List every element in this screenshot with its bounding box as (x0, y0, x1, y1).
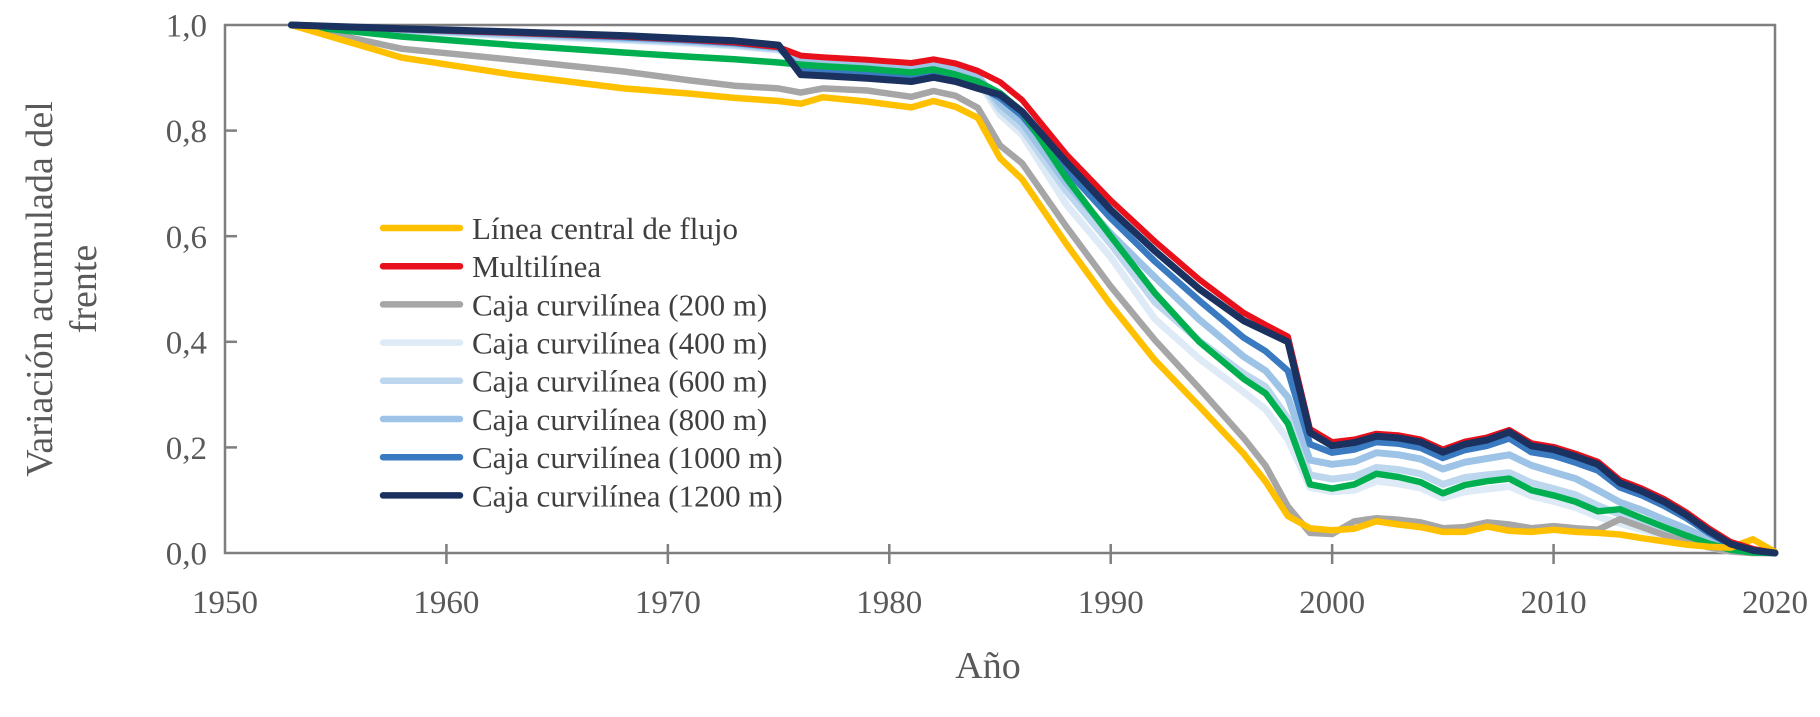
x-tick-label: 1950 (192, 585, 258, 621)
legend-label-linea-central-de-flujo: Línea central de flujo (472, 211, 738, 246)
series-line-linea-central-de-flujo (288, 21, 1779, 556)
legend-label-caja-200: Caja curvilínea (200 m) (472, 287, 767, 322)
y-tick-label: 0,0 (166, 537, 207, 573)
legend-item-caja-1000: Caja curvilínea (1000 m) (379, 440, 783, 475)
y-axis-title-line2: frente (63, 245, 105, 334)
legend-item-caja-1200: Caja curvilínea (1200 m) (379, 478, 783, 513)
legend-label-caja-1000: Caja curvilínea (1000 m) (472, 440, 783, 475)
axes-layer: 0,0 0,2 0,4 0,6 0,8 1,0 1950 1960 1970 1980 1990 20… (166, 9, 1808, 621)
legend-item-caja-200: Caja curvilínea (200 m) (379, 287, 767, 322)
plot-frame-layer (223, 23, 1777, 555)
series-layer (287, 21, 1779, 557)
y-tick-label: 1,0 (166, 9, 207, 45)
legend-item-caja-600: Caja curvilínea (600 m) (379, 364, 767, 399)
legend-label-caja-600: Caja curvilínea (600 m) (472, 364, 767, 399)
y-tick-label: 0,6 (166, 220, 207, 256)
x-tick-label: 1970 (635, 585, 701, 621)
legend-item-caja-800: Caja curvilínea (800 m) (379, 402, 767, 437)
legend-label-caja-800: Caja curvilínea (800 m) (472, 402, 767, 437)
series-line-caja-800 (287, 21, 1779, 557)
legend-item-caja-400: Caja curvilínea (400 m) (379, 325, 767, 360)
series-line-caja-200 (288, 21, 1779, 557)
y-axis-title-line1: Variación acumulada del (19, 101, 61, 477)
x-tick-label: 1990 (1078, 585, 1144, 621)
y-tick-label: 0,8 (166, 114, 207, 150)
legend-label-multilinea: Multilínea (472, 249, 601, 284)
series-line-caja-1000 (288, 21, 1779, 557)
y-tick-label: 0,4 (166, 325, 207, 361)
legend-item-linea-central-de-flujo: Línea central de flujo (379, 211, 738, 246)
plot-frame (223, 23, 1777, 555)
legend-item-multilinea: Multilínea (379, 249, 601, 284)
x-axis-title: Año (955, 645, 1020, 687)
y-tick-label: 0,2 (166, 431, 207, 467)
x-tick-label: 2000 (1299, 585, 1365, 621)
series-line-serie-verde (288, 21, 1779, 557)
y-axis-title: Variación acumulada del frente (19, 101, 105, 477)
legend-label-caja-400: Caja curvilínea (400 m) (472, 325, 767, 360)
legend-label-caja-1200: Caja curvilínea (1200 m) (472, 478, 783, 513)
x-tick-label: 1960 (413, 585, 479, 621)
series-line-caja-1200 (287, 21, 1779, 557)
x-tick-label: 2020 (1742, 585, 1808, 621)
x-tick-label: 1980 (856, 585, 922, 621)
x-tick-label: 2010 (1521, 585, 1587, 621)
